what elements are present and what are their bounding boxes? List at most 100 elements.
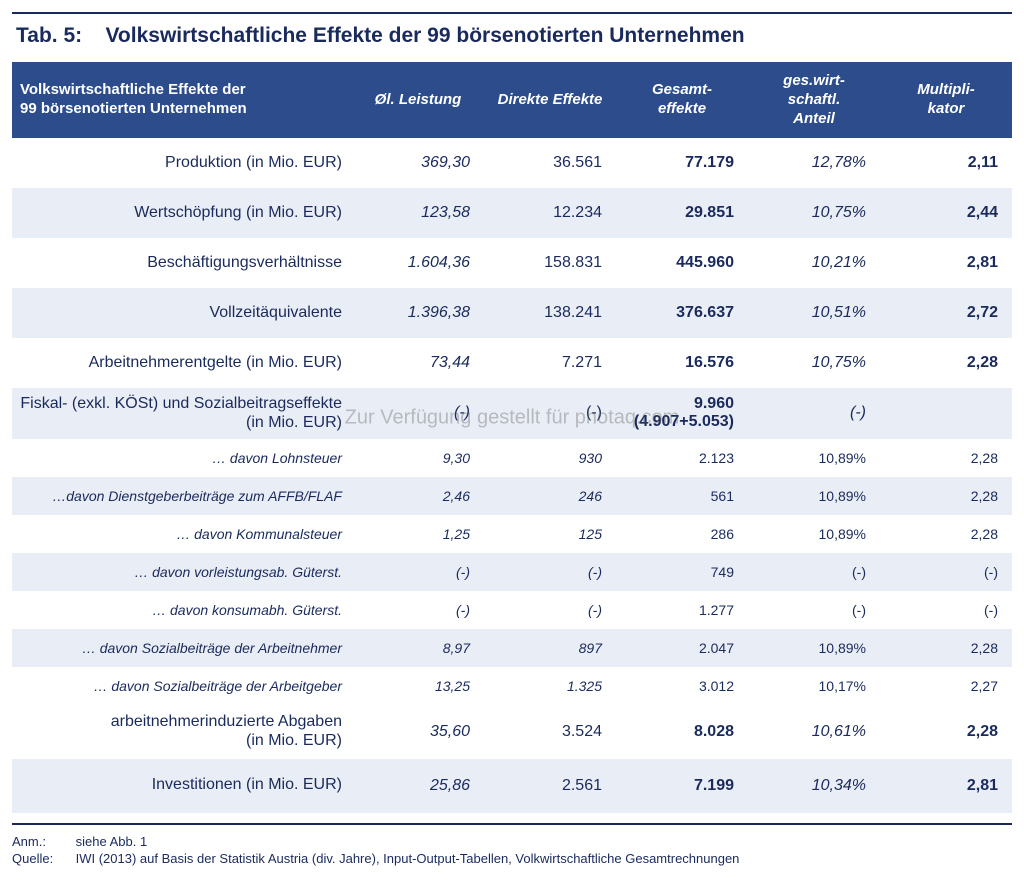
table-row: … davon Kommunalsteuer1,2512528610,89%2,… xyxy=(12,515,1012,553)
cell: (-) xyxy=(484,591,616,629)
cell: 9,30 xyxy=(352,439,484,477)
cell: 2.561 xyxy=(484,759,616,813)
cell: 16.576 xyxy=(616,338,748,388)
cell: 138.241 xyxy=(484,288,616,338)
cell: 2,28 xyxy=(880,439,1012,477)
cell: 2,81 xyxy=(880,238,1012,288)
header-col5-l2: kator xyxy=(928,100,965,117)
cell: 2,28 xyxy=(880,629,1012,667)
table-row: Beschäftigungsverhältnisse1.604,36158.83… xyxy=(12,238,1012,288)
cell: … davon Kommunalsteuer xyxy=(12,515,352,553)
cell: 73,44 xyxy=(352,338,484,388)
cell: (-) xyxy=(748,553,880,591)
header-col5: Multipli- kator xyxy=(880,62,1012,138)
table-row: … davon Sozialbeiträge der Arbeitnehmer8… xyxy=(12,629,1012,667)
quelle-text: IWI (2013) auf Basis der Statistik Austr… xyxy=(76,851,740,866)
cell: 897 xyxy=(484,629,616,667)
title-prefix: Tab. 5: xyxy=(16,24,82,47)
cell: (-) xyxy=(484,388,616,438)
table-row: Investitionen (in Mio. EUR)25,862.5617.1… xyxy=(12,759,1012,813)
data-table: Volkswirtschaftliche Effekte der 99 börs… xyxy=(12,62,1012,813)
cell: Arbeitnehmerentgelte (in Mio. EUR) xyxy=(12,338,352,388)
cell: (-) xyxy=(880,591,1012,629)
quelle-label: Quelle: xyxy=(12,850,72,868)
cell: … davon konsumabh. Güterst. xyxy=(12,591,352,629)
cell: Fiskal- (exkl. KÖSt) und Sozialbeitragse… xyxy=(12,388,352,438)
cell: 3.524 xyxy=(484,705,616,759)
header-label-l2: 99 börsenotierten Unternehmen xyxy=(20,100,247,117)
cell: 2.123 xyxy=(616,439,748,477)
cell: (-) xyxy=(484,553,616,591)
cell: (-) xyxy=(748,388,880,438)
cell: 2,72 xyxy=(880,288,1012,338)
cell: 8.028 xyxy=(616,705,748,759)
anm-text: siehe Abb. 1 xyxy=(76,834,148,849)
cell: 10,89% xyxy=(748,477,880,515)
cell: … davon Sozialbeiträge der Arbeitgeber xyxy=(12,667,352,705)
cell: 369,30 xyxy=(352,138,484,188)
cell: 2,44 xyxy=(880,188,1012,238)
cell: 10,51% xyxy=(748,288,880,338)
table-row: … davon konsumabh. Güterst.(-)(-)1.277(-… xyxy=(12,591,1012,629)
cell: 1.604,36 xyxy=(352,238,484,288)
table-frame: Tab. 5: Volkswirtschaftliche Effekte der… xyxy=(12,12,1012,825)
header-label: Volkswirtschaftliche Effekte der 99 börs… xyxy=(12,62,352,138)
cell: (-) xyxy=(352,553,484,591)
header-col3: Gesamt- effekte xyxy=(616,62,748,138)
cell: 12.234 xyxy=(484,188,616,238)
title-text: Volkswirtschaftliche Effekte der 99 börs… xyxy=(105,24,744,47)
cell: 125 xyxy=(484,515,616,553)
header-col1: Øl. Leistung xyxy=(352,62,484,138)
cell xyxy=(880,388,1012,438)
cell: Investitionen (in Mio. EUR) xyxy=(12,759,352,813)
table-row: Produktion (in Mio. EUR)369,3036.56177.1… xyxy=(12,138,1012,188)
cell: 10,75% xyxy=(748,338,880,388)
cell: Wertschöpfung (in Mio. EUR) xyxy=(12,188,352,238)
cell: 1.277 xyxy=(616,591,748,629)
cell: Produktion (in Mio. EUR) xyxy=(12,138,352,188)
cell: 158.831 xyxy=(484,238,616,288)
cell: (-) xyxy=(880,553,1012,591)
cell: 286 xyxy=(616,515,748,553)
cell: … davon Sozialbeiträge der Arbeitnehmer xyxy=(12,629,352,667)
cell: 29.851 xyxy=(616,188,748,238)
table-row: … davon vorleistungsab. Güterst.(-)(-)74… xyxy=(12,553,1012,591)
cell: 10,89% xyxy=(748,515,880,553)
header-col2: Direkte Effekte xyxy=(484,62,616,138)
cell: 10,17% xyxy=(748,667,880,705)
table-row: Fiskal- (exkl. KÖSt) und Sozialbeitragse… xyxy=(12,388,1012,438)
table-header: Volkswirtschaftliche Effekte der 99 börs… xyxy=(12,62,1012,138)
cell: 10,75% xyxy=(748,188,880,238)
cell: 2,46 xyxy=(352,477,484,515)
cell: 1.325 xyxy=(484,667,616,705)
cell: … davon Lohnsteuer xyxy=(12,439,352,477)
cell: (-) xyxy=(352,591,484,629)
cell: 376.637 xyxy=(616,288,748,338)
header-col4: ges.wirt- schaftl. Anteil xyxy=(748,62,880,138)
anm-label: Anm.: xyxy=(12,833,72,851)
cell: 8,97 xyxy=(352,629,484,667)
cell: 1.396,38 xyxy=(352,288,484,338)
header-col3-l1: Gesamt- xyxy=(652,81,712,98)
cell: 9.960(4.907+5.053) xyxy=(616,388,748,438)
cell: 2,11 xyxy=(880,138,1012,188)
cell: 13,25 xyxy=(352,667,484,705)
header-col4-l1: ges.wirt- xyxy=(783,72,845,89)
cell: 2,28 xyxy=(880,705,1012,759)
cell: arbeitnehmerinduzierte Abgaben(in Mio. E… xyxy=(12,705,352,759)
table-row: Arbeitnehmerentgelte (in Mio. EUR)73,447… xyxy=(12,338,1012,388)
footnotes: Anm.: siehe Abb. 1 Quelle: IWI (2013) au… xyxy=(12,833,1012,868)
table-title: Tab. 5: Volkswirtschaftliche Effekte der… xyxy=(16,24,1012,48)
cell: 36.561 xyxy=(484,138,616,188)
cell: 10,21% xyxy=(748,238,880,288)
cell: 123,58 xyxy=(352,188,484,238)
header-col3-l2: effekte xyxy=(658,100,706,117)
table-row: … davon Lohnsteuer9,309302.12310,89%2,28 xyxy=(12,439,1012,477)
cell: 77.179 xyxy=(616,138,748,188)
table-row: Vollzeitäquivalente1.396,38138.241376.63… xyxy=(12,288,1012,338)
cell: 246 xyxy=(484,477,616,515)
table-body: Produktion (in Mio. EUR)369,3036.56177.1… xyxy=(12,138,1012,812)
cell: 2,28 xyxy=(880,515,1012,553)
cell: 930 xyxy=(484,439,616,477)
cell: 749 xyxy=(616,553,748,591)
